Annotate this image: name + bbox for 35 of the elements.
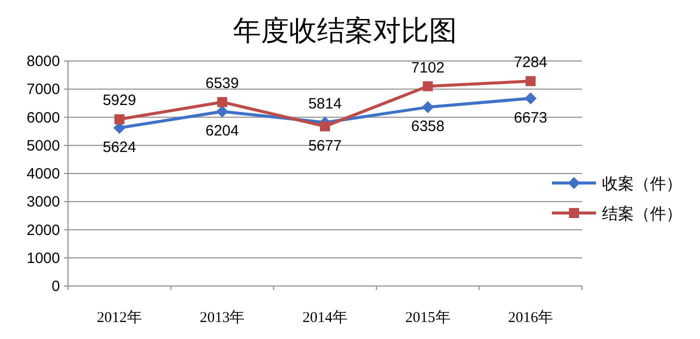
legend-label: 收案（件） <box>602 175 682 193</box>
data-label: 6673 <box>514 109 548 126</box>
data-label: 6204 <box>206 122 239 140</box>
point <box>422 101 434 114</box>
point <box>422 81 433 92</box>
x-tick-label: 2013年 <box>200 309 245 326</box>
point <box>526 76 536 86</box>
x-tick-label: 2015年 <box>405 309 450 326</box>
y-tick-label: 2000 <box>26 222 60 239</box>
data-label: 5929 <box>102 92 136 110</box>
data-label: 7284 <box>514 54 548 72</box>
x-tick-label: 2012年 <box>96 309 142 326</box>
chart-title: 年度收结案对比图 <box>233 15 457 47</box>
y-tick-label: 5000 <box>26 137 60 154</box>
data-label: 5814 <box>308 95 342 112</box>
y-tick-label: 7000 <box>26 81 60 98</box>
y-tick-label: 1000 <box>26 250 60 267</box>
point <box>217 97 228 108</box>
point <box>114 114 124 124</box>
y-tick-label: 0 <box>52 278 60 295</box>
y-tick-label: 3000 <box>26 194 60 211</box>
data-label: 5624 <box>102 138 136 156</box>
y-tick-label: 6000 <box>26 109 60 126</box>
point <box>524 92 537 104</box>
y-tick-label: 8000 <box>26 53 60 70</box>
data-label: 5677 <box>308 137 342 154</box>
y-tick-label: 4000 <box>26 166 60 182</box>
data-label: 7102 <box>411 59 444 76</box>
legend-label: 结案（件） <box>602 205 682 223</box>
point <box>320 121 330 132</box>
data-label: 6358 <box>411 118 444 136</box>
x-tick-label: 2016年 <box>508 309 554 326</box>
x-tick-label: 2014年 <box>302 309 348 326</box>
data-label: 6539 <box>206 75 239 92</box>
point <box>216 106 228 118</box>
